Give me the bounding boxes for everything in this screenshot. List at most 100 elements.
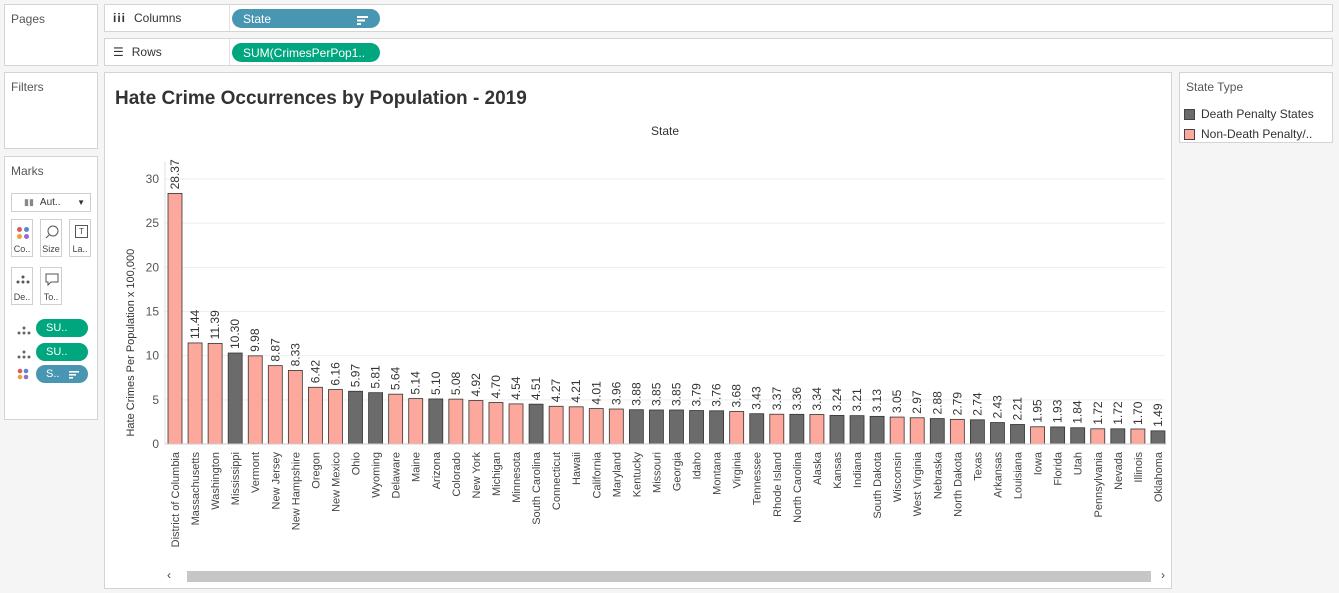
x-category-label: Arkansas [992,452,1004,498]
x-category-label: Connecticut [551,452,563,510]
bar[interactable] [448,398,464,445]
data-label: 3.76 [710,383,724,407]
legend-title: State Type [1186,80,1244,94]
bar[interactable] [909,417,925,445]
legend-item-death-penalty[interactable]: Death Penalty States [1184,107,1314,121]
rows-shelf[interactable]: ☰ Rows SUM(CrimesPerPop1.. [104,38,1333,66]
data-label: 2.43 [990,395,1004,419]
color-card-label: Co.. [13,244,31,254]
bar[interactable] [789,413,805,445]
x-category-label: West Virginia [912,451,924,516]
pages-shelf[interactable]: Pages [4,4,98,66]
data-label: 9.98 [248,328,262,352]
bar[interactable] [468,400,484,445]
detail-dots-icon [17,347,31,365]
bar[interactable] [548,405,564,445]
bar[interactable] [328,389,343,445]
detail-card[interactable]: De.. [11,267,33,305]
bar[interactable] [1110,428,1126,445]
bar[interactable] [1010,424,1025,445]
bar[interactable] [187,342,203,445]
bar[interactable] [428,398,444,445]
x-category-label: Maine [411,452,423,482]
bar[interactable] [207,342,223,445]
marks-pill-sum-1[interactable]: SU.. [36,319,88,337]
bar-chart-icon: ▮▮ [24,197,34,207]
data-label: 11.39 [208,310,222,339]
color-card[interactable]: Co.. [11,219,33,257]
bar[interactable] [949,418,965,445]
data-label: 3.05 [890,389,904,413]
bar[interactable] [1150,430,1166,445]
bar[interactable] [508,403,524,445]
bar[interactable] [990,422,1005,445]
data-label: 1.49 [1151,403,1165,427]
bar[interactable] [669,409,684,445]
color-palette-icon [16,226,30,242]
data-label: 5.64 [389,366,403,390]
bar[interactable] [869,415,885,445]
x-category-label: Massachusetts [190,452,202,526]
bar[interactable] [970,419,985,445]
x-category-label: Louisiana [1013,451,1025,499]
chart-worksheet: Hate Crime Occurrences by Population - 2… [104,72,1172,589]
bar[interactable] [247,355,263,445]
y-tick-label: 0 [152,437,159,451]
bar[interactable] [588,408,604,445]
x-category-label: Rhode Island [772,452,784,517]
bar[interactable] [1090,428,1106,445]
bar[interactable] [709,410,725,445]
bar[interactable] [488,402,504,445]
x-category-label: Georgia [672,451,684,491]
y-axis-title: Hate Crimes Per Population x 100,000 [125,249,137,437]
columns-shelf[interactable]: iii Columns State [104,4,1333,32]
data-label: 6.42 [308,360,322,384]
mark-type-dropdown[interactable]: ▮▮ Aut.. ▼ [11,193,91,212]
tooltip-card[interactable]: To.. [40,267,62,305]
bar[interactable] [1130,428,1146,445]
bar[interactable] [749,413,765,445]
marks-pill-sum-2[interactable]: SU.. [36,343,88,361]
data-label: 3.21 [850,388,864,412]
size-card[interactable]: Size [40,219,62,257]
bar[interactable] [1050,426,1066,445]
bar[interactable] [368,392,384,445]
scroll-right-icon[interactable]: › [1161,568,1165,582]
bar[interactable] [167,192,183,445]
bar[interactable] [308,386,323,445]
filters-shelf[interactable]: Filters [4,72,98,149]
label-card-label: La.. [72,244,88,254]
bar[interactable] [929,418,945,445]
bar[interactable] [1030,426,1045,445]
bar[interactable] [849,415,865,445]
bar[interactable] [287,370,303,445]
marks-pill-state[interactable]: S.. [36,365,88,383]
horizontal-scrollbar[interactable]: ‹ › [167,568,1167,583]
bar[interactable] [889,416,905,445]
bar[interactable] [1070,427,1086,445]
scroll-left-icon[interactable]: ‹ [167,568,171,582]
bar[interactable] [628,409,644,445]
bar[interactable] [408,398,424,445]
bar[interactable] [388,393,404,445]
x-category-label: Pennsylvania [1093,451,1105,517]
bar[interactable] [729,411,745,445]
legend-item-non-death-penalty[interactable]: Non-Death Penalty/.. [1184,127,1312,141]
bar[interactable] [608,408,624,445]
bar[interactable] [348,390,363,445]
bar[interactable] [227,352,243,445]
bar[interactable] [267,365,283,445]
bar[interactable] [689,410,704,445]
marks-pill-label: S.. [46,368,60,380]
columns-state-pill[interactable]: State [232,9,380,28]
bar[interactable] [829,414,845,445]
x-category-label: South Carolina [531,451,543,525]
bar[interactable] [528,403,544,445]
bar[interactable] [769,413,785,445]
bar[interactable] [809,414,825,445]
rows-measure-pill[interactable]: SUM(CrimesPerPop1.. [232,43,380,62]
scrollbar-thumb[interactable] [187,571,1151,582]
bar[interactable] [568,406,584,445]
label-card[interactable]: T La.. [69,219,91,257]
bar[interactable] [649,409,664,445]
